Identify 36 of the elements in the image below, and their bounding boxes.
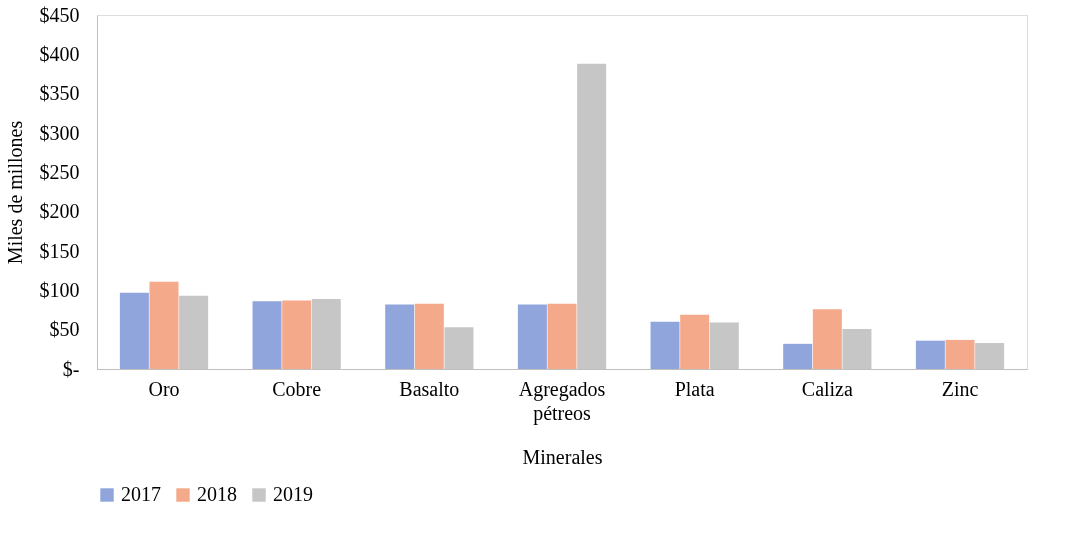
bar: [282, 300, 312, 369]
x-tick-label: Caliza: [801, 377, 853, 400]
legend-label: 2019: [273, 483, 313, 505]
x-tick-label: Agregados pétreos: [518, 377, 606, 425]
bar: [149, 281, 179, 369]
bar: [517, 304, 547, 369]
y-tick-label: $350: [39, 82, 80, 105]
y-tick-label: $450: [39, 3, 80, 26]
y-tick-label: $100: [39, 278, 80, 301]
bar: [414, 303, 444, 369]
x-axis-title: Minerales: [522, 445, 603, 468]
x-tick-label: Cobre: [272, 377, 322, 400]
bar: [945, 339, 975, 369]
bar: [547, 303, 577, 369]
x-tick-label: Basalto: [399, 377, 460, 400]
y-tick-label: $400: [39, 42, 80, 65]
x-tick-label: Oro: [148, 377, 180, 400]
y-tick-label: $-: [62, 357, 80, 380]
bar: [252, 301, 282, 369]
y-tick-label: $50: [49, 318, 80, 341]
bar: [680, 314, 710, 369]
legend-label: 2018: [197, 483, 237, 505]
bar: [650, 321, 680, 369]
bar: [783, 343, 813, 369]
y-tick-label: $200: [39, 200, 80, 223]
bar: [385, 304, 415, 369]
bar: [812, 309, 842, 369]
bar: [119, 292, 149, 369]
bar: [915, 340, 945, 369]
y-tick-label: $300: [39, 121, 80, 144]
y-axis-title: Miles de millones: [3, 120, 26, 265]
y-tick-label: $150: [39, 239, 80, 262]
x-tick-label: Plata: [674, 377, 715, 400]
y-tick-label: $250: [39, 160, 80, 183]
legend-label: 2017: [121, 483, 161, 505]
x-tick-label: Zinc: [941, 377, 979, 400]
